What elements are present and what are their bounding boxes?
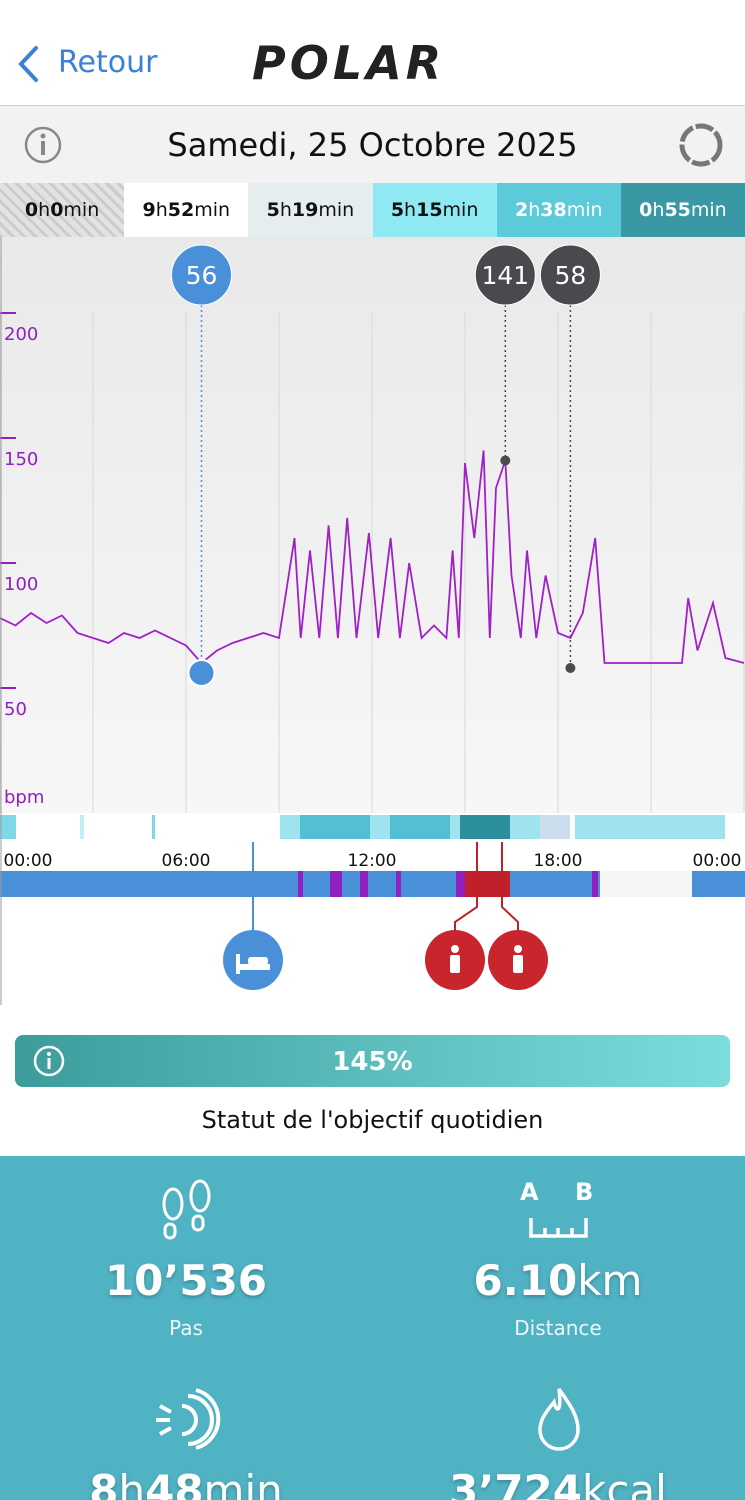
date-bar: Samedi, 25 Octobre 2025	[0, 106, 745, 183]
zone-cell: 5h15min	[372, 183, 497, 237]
x-tick-label: 06:00	[162, 851, 211, 871]
stat-value: 8h48min	[89, 1466, 283, 1500]
ruler-icon	[529, 1218, 588, 1238]
awake-gap	[600, 871, 692, 897]
exercise-link	[454, 842, 519, 937]
zone-cell: 0h55min	[620, 183, 745, 237]
zone-cell: 2h38min	[496, 183, 621, 237]
marker-bubble	[539, 244, 601, 306]
goal-info-icon[interactable]	[33, 1045, 65, 1077]
info-icon[interactable]	[23, 125, 63, 165]
marker-bubble	[474, 244, 536, 306]
exercise-icon[interactable]	[425, 930, 485, 990]
distance-icon-b: B	[575, 1178, 594, 1206]
calories-icon	[538, 1387, 580, 1451]
sleep-icon[interactable]	[223, 930, 283, 990]
sync-ring[interactable]	[678, 122, 724, 168]
y-unit: bpm	[4, 787, 44, 808]
marker-label: 58	[554, 261, 586, 290]
x-tick-label: 18:00	[534, 851, 583, 871]
y-tick-label: 200	[4, 324, 38, 345]
zone-cell: 9h52min	[124, 183, 249, 237]
zone-cell: 5h19min	[248, 183, 373, 237]
x-tick-label: 00:00	[4, 851, 53, 871]
stat-label: Distance	[514, 1316, 602, 1340]
x-tick-label: 12:00	[348, 851, 397, 871]
hr-line	[0, 450, 745, 665]
hr-chart: 50 100 150 200 bpm 56 141 58 00:00 06:00 12:00 18:…	[0, 237, 745, 1005]
y-tick-label: 50	[4, 699, 27, 720]
marker-point	[187, 659, 216, 687]
exercise-icon[interactable]	[488, 930, 548, 990]
date: Samedi, 25 Octobre 2025	[167, 126, 578, 164]
x-tick-label: 00:00	[693, 851, 742, 871]
steps-icon	[162, 1179, 211, 1240]
marker-bubble	[171, 244, 232, 306]
stat-label: Pas	[169, 1316, 203, 1340]
logo: POLAR	[252, 36, 446, 90]
goal-percent: 145%	[332, 1047, 413, 1077]
goal-caption: Statut de l'objectif quotidien	[201, 1106, 544, 1134]
activity-stripe	[0, 813, 745, 841]
marker-point	[565, 663, 576, 673]
goal-bar: 145%	[15, 1035, 730, 1087]
stat-value: 6.10km	[473, 1256, 643, 1305]
activity-icon	[156, 1388, 221, 1450]
stat-value: 10’536	[104, 1256, 268, 1305]
stats-panel: A B 10’536 Pas 6.10km Distance 8h48min 3’724k…	[0, 1156, 745, 1500]
y-tick-label: 100	[4, 574, 38, 595]
marker-label: 56	[186, 261, 218, 290]
marker-label: 141	[481, 261, 529, 290]
back-chevron[interactable]	[16, 44, 40, 84]
marker-point	[500, 455, 511, 466]
y-tick-label: 150	[4, 449, 38, 470]
distance-icon-a: A	[520, 1178, 539, 1206]
zone-cell: 0h0min	[0, 183, 125, 237]
back-button[interactable]: Retour	[58, 45, 158, 80]
nav-bar: Retour POLAR	[0, 0, 745, 106]
zone-row: 0h0min 9h52min 5h19min 5h15min 2h38min 0h55mi…	[0, 183, 745, 237]
stat-value: 3’724kcal	[449, 1466, 667, 1500]
